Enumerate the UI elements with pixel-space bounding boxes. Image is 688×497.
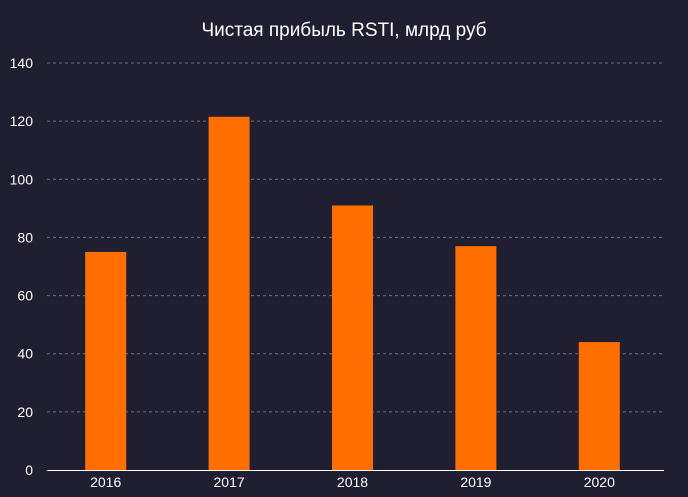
bar-2018 — [332, 205, 373, 470]
chart-title: Чистая прибыль RSTI, млрд руб — [201, 20, 486, 41]
x-tick-label: 2017 — [214, 474, 245, 490]
y-axis-ticks: 0 20 40 60 80 100 120 140 — [10, 55, 34, 478]
y-tick-label: 120 — [10, 113, 34, 129]
x-tick-label: 2020 — [584, 474, 615, 490]
x-tick-label: 2018 — [337, 474, 368, 490]
x-tick-label: 2016 — [90, 474, 121, 490]
y-tick-label: 60 — [17, 288, 33, 304]
bar-2016 — [85, 251, 127, 470]
y-tick-label: 80 — [17, 229, 33, 245]
y-tick-label: 0 — [25, 462, 33, 478]
bar-2019 — [455, 246, 497, 470]
bar-2020 — [578, 342, 620, 470]
x-axis-ticks: 2016 2017 2018 2019 2020 — [90, 474, 615, 490]
y-tick-label: 140 — [10, 55, 34, 71]
bar-2017 — [208, 116, 250, 471]
y-tick-label: 40 — [17, 346, 33, 362]
y-tick-label: 100 — [10, 171, 34, 187]
x-tick-label: 2019 — [460, 474, 491, 490]
y-tick-label: 20 — [17, 404, 33, 420]
bars — [85, 116, 620, 471]
